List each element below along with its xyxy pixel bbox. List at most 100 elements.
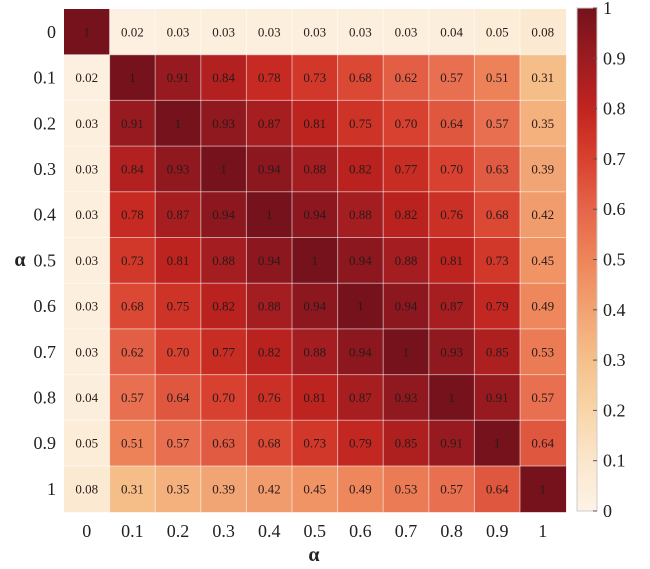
cell-value-label: 1 [266,207,273,222]
cell-value-label: 0.03 [212,24,235,39]
heatmap-cell [383,100,430,147]
cell-value-label: 0.70 [440,161,463,176]
colorbar-tick-label: 0.9 [603,48,626,68]
heatmap-cell [292,420,339,467]
heatmap-cell [337,283,384,330]
cell-value-label: 0.03 [75,344,98,359]
cell-value-label: 0.05 [75,436,98,451]
cell-value-label: 0.73 [303,70,326,85]
heatmap-cell [337,374,384,421]
cell-value-label: 0.70 [395,116,418,131]
heatmap-cell [246,374,293,421]
heatmap-cell [383,237,430,284]
cell-value-label: 0.03 [167,24,190,39]
cell-value-label: 0.73 [486,253,509,268]
heatmap-cell [337,9,384,56]
x-tick-label: 0.8 [440,521,463,541]
cell-value-label: 0.03 [395,24,418,39]
heatmap-cell [246,420,293,467]
heatmap-cell [520,466,567,513]
heatmap-cell [155,374,202,421]
cell-value-label: 0.76 [258,390,281,405]
heatmap-cell [200,328,247,376]
heatmap-cell [200,9,247,56]
cell-value-label: 0.05 [486,24,509,39]
heatmap-cell [520,237,567,284]
heatmap-cell [200,146,247,193]
cell-value-label: 0.51 [121,436,144,451]
heatmap-cell [64,9,111,56]
cell-value-label: 0.63 [486,161,509,176]
cell-value-label: 0.57 [531,390,554,405]
cell-value-label: 0.94 [303,299,326,314]
heatmap-cell [64,374,111,421]
heatmap-cell [428,9,475,56]
heatmap-cell [155,237,202,284]
cell-value-label: 1 [175,116,182,131]
heatmap-cell [155,466,202,513]
heatmap-cell [474,283,521,330]
heatmap-cell [337,146,384,193]
cell-value-label: 0.94 [258,253,281,268]
cell-value-label: 0.94 [212,207,235,222]
cell-value-label: 0.39 [212,481,235,496]
heatmap-cell [428,100,475,147]
heatmap-cell [383,191,430,238]
cell-value-label: 0.02 [75,70,98,85]
cell-value-label: 0.57 [167,436,190,451]
heatmap-cell [64,283,111,330]
cell-value-label: 1 [129,70,136,85]
heatmap-cell [292,466,339,513]
cell-value-label: 0.88 [212,253,235,268]
heatmap-cell [383,54,430,101]
cell-value-label: 0.73 [303,436,326,451]
cell-value-label: 0.03 [303,24,326,39]
cell-value-label: 1 [448,390,455,405]
heatmap-cell [64,54,111,101]
cell-value-label: 0.79 [486,299,509,314]
cell-value-label: 0.57 [440,70,463,85]
heatmap-cell [109,54,156,101]
heatmap-cell [246,328,293,376]
heatmap-cell [337,237,384,284]
heatmap-cell [520,9,567,56]
cell-value-label: 0.87 [440,299,463,314]
heatmap-cell [155,283,202,330]
heatmap-cell [337,328,384,376]
heatmap-cell [474,237,521,284]
heatmap-cell [155,191,202,238]
x-tick-label: 0.4 [258,521,281,541]
cell-value-label: 0.81 [303,390,326,405]
heatmap-cell [337,466,384,513]
heatmap-cell [64,466,111,513]
heatmap-cell [155,100,202,147]
colorbar-tick-label: 0 [603,501,612,521]
heatmap-cell [383,9,430,56]
cell-value-label: 0.75 [167,299,190,314]
heatmap-cell [64,100,111,147]
cell-value-label: 0.63 [212,436,235,451]
cell-value-label: 0.08 [75,481,98,496]
heatmap-cell [292,146,339,193]
x-tick-label: 0.6 [349,521,372,541]
y-axis-label: α [14,249,25,271]
heatmap-cell [474,420,521,467]
heatmap-cell [474,100,521,147]
heatmap-cell [337,100,384,147]
cell-value-label: 0.81 [440,253,463,268]
cell-value-label: 0.57 [486,116,509,131]
x-tick-label: 0.2 [167,521,190,541]
x-tick-label: 0.1 [121,521,144,541]
cell-value-label: 0.94 [395,299,418,314]
heatmap-cell [109,283,156,330]
cell-value-label: 0.88 [258,299,281,314]
heatmap-cell [292,237,339,284]
heatmap-cell [109,9,156,56]
heatmap-cell [520,328,567,376]
cell-value-label: 0.64 [440,116,463,131]
cell-value-label: 0.70 [212,390,235,405]
heatmap-cell [474,374,521,421]
x-tick-label: 0.7 [395,521,418,541]
colorbar-tick-label: 0.7 [603,149,626,169]
heatmap-cell [428,466,475,513]
